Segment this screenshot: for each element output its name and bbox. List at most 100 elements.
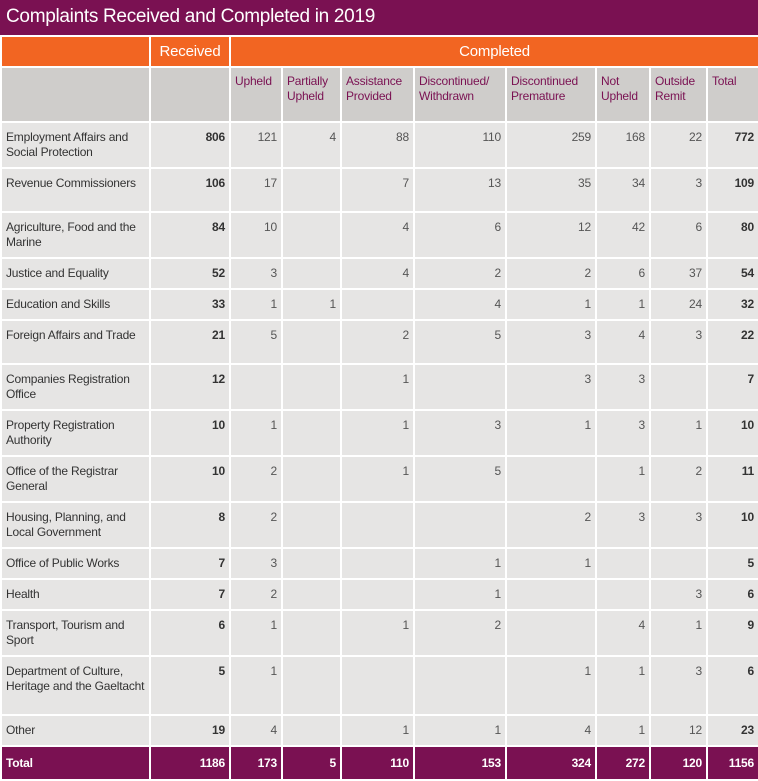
value-cell: 17 — [229, 167, 283, 213]
value-cell: 3 — [229, 547, 283, 580]
value-cell: 5 — [281, 745, 342, 781]
table-row: Office of Public Works 7 3 1 1 5 — [0, 547, 758, 580]
row-label: Justice and Equality — [0, 257, 151, 290]
value-cell — [340, 578, 415, 611]
value-cell: 1 — [505, 409, 597, 457]
column-header: Outside Remit — [649, 66, 708, 123]
value-cell: 22 — [706, 319, 758, 365]
value-cell — [413, 501, 507, 549]
value-cell: 9 — [706, 609, 758, 657]
value-cell — [340, 547, 415, 580]
value-cell: 6 — [706, 578, 758, 611]
received-cell: 19 — [149, 714, 231, 747]
value-cell: 772 — [706, 121, 758, 169]
value-cell — [281, 501, 342, 549]
value-cell: 88 — [340, 121, 415, 169]
received-cell: 806 — [149, 121, 231, 169]
value-cell: 1 — [595, 714, 651, 747]
value-cell: 153 — [413, 745, 507, 781]
row-label: Agriculture, Food and the Marine — [0, 211, 151, 259]
value-cell — [281, 257, 342, 290]
received-cell: 8 — [149, 501, 231, 549]
value-cell — [281, 655, 342, 716]
received-cell: 7 — [149, 547, 231, 580]
value-cell: 1 — [340, 609, 415, 657]
value-cell: 6 — [649, 211, 708, 259]
received-header: Received — [149, 35, 231, 68]
received-cell: 5 — [149, 655, 231, 716]
value-cell: 4 — [340, 257, 415, 290]
row-label: Office of the Registrar General — [0, 455, 151, 503]
received-cell: 7 — [149, 578, 231, 611]
value-cell: 6 — [595, 257, 651, 290]
value-cell — [281, 714, 342, 747]
row-label: Property Registration Authority — [0, 409, 151, 457]
value-cell: 1 — [595, 655, 651, 716]
value-cell: 1 — [229, 409, 283, 457]
value-cell — [505, 578, 597, 611]
value-cell: 11 — [706, 455, 758, 503]
table-row: Office of the Registrar General 10 2 1 5 1 2 11 — [0, 455, 758, 503]
column-header: Partially Upheld — [281, 66, 342, 123]
value-cell — [649, 363, 708, 411]
row-label: Housing, Planning, and Local Government — [0, 501, 151, 549]
received-cell: 84 — [149, 211, 231, 259]
empty-header-cell — [0, 66, 151, 123]
value-cell: 54 — [706, 257, 758, 290]
value-cell: 13 — [413, 167, 507, 213]
value-cell: 10 — [706, 501, 758, 549]
value-cell: 3 — [649, 167, 708, 213]
value-cell: 7 — [340, 167, 415, 213]
table-row: Agriculture, Food and the Marine 84 10 4 6 12… — [0, 211, 758, 259]
value-cell: 5 — [229, 319, 283, 365]
value-cell: 109 — [706, 167, 758, 213]
value-cell: 32 — [706, 288, 758, 321]
value-cell: 3 — [505, 363, 597, 411]
row-label: Employment Affairs and Social Protection — [0, 121, 151, 169]
value-cell: 6 — [413, 211, 507, 259]
value-cell: 110 — [340, 745, 415, 781]
received-cell: 52 — [149, 257, 231, 290]
value-cell: 1 — [505, 288, 597, 321]
row-label: Total — [0, 745, 151, 781]
value-cell: 3 — [649, 578, 708, 611]
value-cell: 2 — [229, 455, 283, 503]
value-cell — [281, 578, 342, 611]
value-cell: 1 — [229, 655, 283, 716]
completed-header: Completed — [229, 35, 758, 68]
value-cell: 5 — [706, 547, 758, 580]
value-cell: 4 — [229, 714, 283, 747]
value-cell: 1156 — [706, 745, 758, 781]
column-header: Total — [706, 66, 758, 123]
value-cell: 2 — [413, 257, 507, 290]
column-header: Discontinued/ Withdrawn — [413, 66, 507, 123]
value-cell — [595, 578, 651, 611]
total-row: Total 1186 173 5 110 153 324 272 120 1156 — [0, 745, 758, 781]
value-cell: 1 — [340, 409, 415, 457]
value-cell — [281, 211, 342, 259]
table-row: Companies Registration Office 12 1 3 3 7 — [0, 363, 758, 411]
value-cell: 3 — [595, 409, 651, 457]
value-cell: 1 — [649, 409, 708, 457]
column-header: Upheld — [229, 66, 283, 123]
value-cell: 7 — [706, 363, 758, 411]
value-cell: 168 — [595, 121, 651, 169]
table-row: Housing, Planning, and Local Government 8… — [0, 501, 758, 549]
column-header-row: Upheld Partially Upheld Assistance Provide… — [0, 66, 758, 123]
row-label: Office of Public Works — [0, 547, 151, 580]
value-cell: 1 — [340, 714, 415, 747]
value-cell: 6 — [706, 655, 758, 716]
value-cell: 2 — [413, 609, 507, 657]
value-cell: 12 — [649, 714, 708, 747]
value-cell: 10 — [229, 211, 283, 259]
value-cell: 272 — [595, 745, 651, 781]
value-cell: 3 — [595, 501, 651, 549]
value-cell: 4 — [281, 121, 342, 169]
complaints-table: Received Completed Upheld Partially Uphel… — [0, 35, 758, 781]
value-cell: 120 — [649, 745, 708, 781]
value-cell: 2 — [649, 455, 708, 503]
value-cell: 3 — [505, 319, 597, 365]
value-cell: 121 — [229, 121, 283, 169]
table-title: Complaints Received and Completed in 201… — [0, 0, 758, 35]
value-cell — [413, 363, 507, 411]
